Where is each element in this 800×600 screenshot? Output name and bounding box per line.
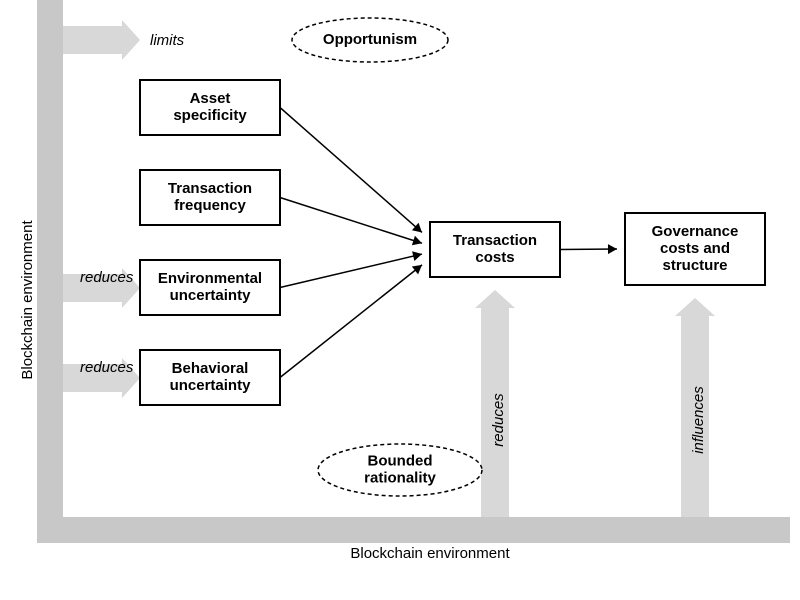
frame-arrow-label-0: limits [150,32,185,49]
edge-txfreq-txcost [280,198,422,244]
svg-text:Transactionfrequency: Transactionfrequency [168,180,252,214]
svg-text:Governancecosts andstructure: Governancecosts andstructure [652,223,739,274]
frame-arrow-label-4: influences [690,386,707,454]
svg-text:Boundedrationality: Boundedrationality [364,452,436,486]
frame-arrow-label-2: reduces [80,359,134,376]
svg-text:Opportunism: Opportunism [323,31,417,48]
edge-asset-txcost [280,108,422,233]
frame-label-bottom: Blockchain environment [350,545,510,562]
frame-arrow-label-3: reduces [490,393,507,447]
svg-text:Behavioraluncertainty: Behavioraluncertainty [170,360,252,394]
frame-arrow-label-1: reduces [80,269,134,286]
frame-arrow-0 [63,20,140,60]
frame-label-left: Blockchain environment [19,220,36,380]
svg-text:Environmentaluncertainty: Environmentaluncertainty [158,270,262,304]
